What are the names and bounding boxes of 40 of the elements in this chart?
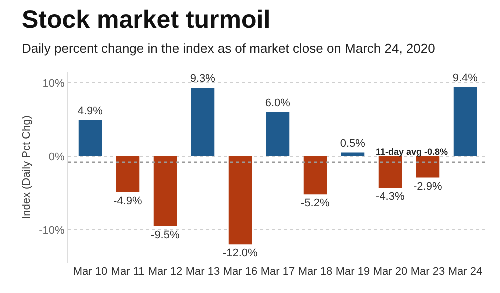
bar (154, 156, 178, 226)
bar (266, 112, 290, 156)
y-axis-title: Index (Daily Pct Chg) (20, 116, 33, 220)
x-tick-label: Mar 18 (298, 266, 333, 278)
x-tick-label: Mar 20 (373, 266, 408, 278)
data-label: -12.0% (222, 248, 258, 260)
data-label: -9.5% (151, 229, 180, 242)
x-tick-label: Mar 11 (111, 266, 145, 278)
x-tick-label: Mar 12 (148, 266, 183, 278)
bar (191, 88, 215, 156)
bar (228, 156, 252, 245)
bar (416, 156, 440, 178)
data-label: 4.9% (78, 105, 104, 118)
x-tick-label: Mar 19 (336, 266, 370, 278)
bar (378, 156, 402, 188)
x-tick-label: Mar 10 (73, 266, 108, 278)
bar (78, 120, 102, 156)
bar (116, 156, 140, 192)
y-tick-label: 0% (48, 151, 66, 164)
data-label: -5.2% (301, 198, 330, 210)
x-tick-label: Mar 24 (448, 266, 483, 278)
x-tick-label: Mar 23 (410, 266, 446, 278)
y-tick-label: 10% (42, 78, 66, 90)
chart-title: Stock market turmoil (22, 6, 271, 35)
data-label: 6.0% (265, 97, 291, 110)
data-label: 9.3% (190, 73, 216, 86)
data-label: -4.3% (376, 191, 405, 204)
bar (341, 152, 365, 156)
data-label: -4.9% (114, 195, 142, 208)
bar (304, 156, 328, 195)
y-tick-label: -10% (39, 224, 66, 237)
bar (454, 87, 478, 156)
x-tick-label: Mar 16 (223, 266, 258, 278)
chart-subtitle: Daily percent change in the index as of market close on March 24, 2020 (22, 41, 436, 56)
x-tick-label: Mar 13 (186, 266, 220, 278)
ref-line-label: 11-day avg -0.8% (376, 147, 448, 157)
data-label: -2.9% (414, 180, 442, 193)
data-label: 9.4% (452, 72, 478, 84)
x-tick-label: Mar 17 (260, 266, 296, 278)
data-label: 0.5% (340, 138, 366, 150)
